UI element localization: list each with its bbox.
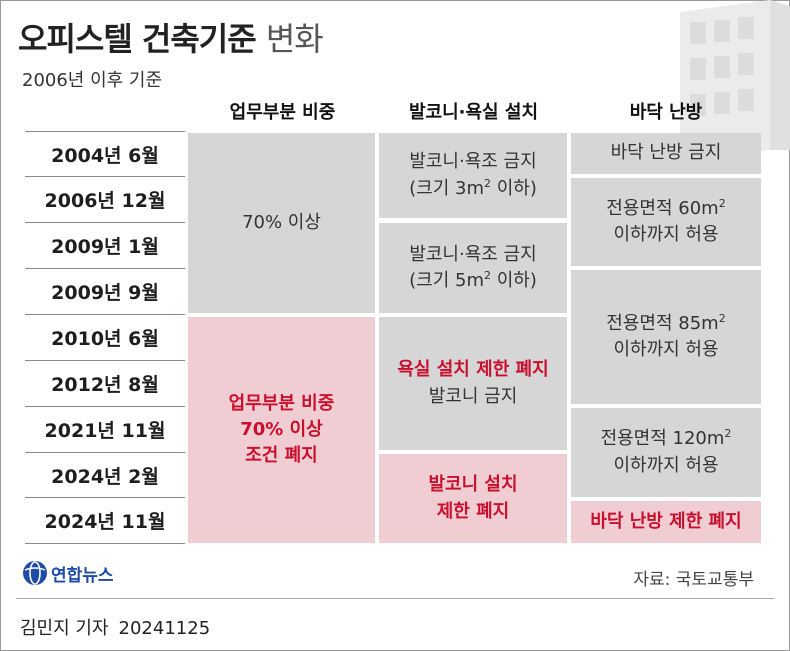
column-header-floor-heating: 바닥 난방 — [629, 102, 703, 123]
logo-text: 연합뉴스 — [51, 565, 114, 586]
source-credit: 자료: 국토교통부 — [633, 570, 754, 590]
reporter-name: 김민지 기자 — [20, 618, 109, 639]
balcony-rule-line: 발코니·욕조 금지 — [409, 151, 537, 173]
heating-rule-line: 이하까지 허용 — [613, 224, 719, 245]
heating-rule-cell: 전용면적 120m2 이하까지 허용 — [571, 408, 761, 497]
date-row-label: 2012년 8월 — [25, 360, 185, 405]
date-row-label: 2004년 6월 — [25, 131, 185, 176]
heating-rule-text: 바닥 난방 금지 — [610, 142, 722, 164]
bath-restriction-abolished: 욕실 설치 제한 폐지 — [397, 359, 549, 381]
balcony-rule-line: (크기 3m2 이하) — [409, 176, 537, 199]
balcony-abolished-line: 제한 폐지 — [436, 500, 510, 522]
balcony-rule-cell: 발코니·욕조 금지 (크기 3m2 이하) — [379, 133, 567, 218]
heating-abolished-cell: 바닥 난방 제한 폐지 — [571, 501, 761, 543]
title-main: 오피스텔 건축기준 — [18, 20, 257, 58]
heating-rule-line: 전용면적 85m2 — [606, 311, 726, 334]
column-header-business-ratio: 업무부분 비중 — [229, 102, 336, 123]
heating-rule-line: 전용면적 120m2 — [600, 427, 732, 450]
date-row-label: 2006년 12월 — [25, 176, 185, 221]
balcony-rule-cell: 발코니·욕조 금지 (크기 5m2 이하) — [379, 223, 567, 313]
balcony-ban-text: 발코니 금지 — [428, 385, 518, 407]
subtitle: 2006년 이후 기준 — [22, 70, 163, 91]
heating-rule-cell: 바닥 난방 금지 — [571, 133, 761, 174]
heating-rule-cell: 전용면적 85m2 이하까지 허용 — [571, 270, 761, 404]
date-row-label: 2009년 9월 — [25, 268, 185, 313]
title-sub: 변화 — [265, 20, 324, 58]
business-ratio-line: 조건 폐지 — [245, 445, 318, 467]
table-bottom-rule — [25, 543, 185, 544]
date-row-label: 2010년 6월 — [25, 314, 185, 359]
balcony-rule-cell: 욕실 설치 제한 폐지 발코니 금지 — [379, 317, 567, 450]
yonhap-logo: 연합뉴스 — [22, 560, 114, 586]
business-ratio-line: 업무부분 비중 — [228, 392, 335, 414]
heating-rule-line: 이하까지 허용 — [613, 454, 719, 476]
date-row-label: 2021년 11월 — [25, 406, 185, 451]
date-row-label: 2024년 11월 — [25, 497, 185, 542]
business-ratio-abolished-cell: 업무부분 비중 70% 이상 조건 폐지 — [188, 317, 375, 543]
balcony-abolished-cell: 발코니 설치 제한 폐지 — [379, 454, 567, 543]
business-ratio-text: 70% 이상 — [242, 211, 321, 233]
heating-abolished-text: 바닥 난방 제한 폐지 — [590, 510, 742, 532]
page-title: 오피스텔 건축기준 변화 — [18, 14, 324, 60]
date-row-label: 2009년 1월 — [25, 222, 185, 267]
yonhap-globe-icon — [23, 561, 47, 585]
publish-date: 20241125 — [118, 618, 211, 639]
building-illustration — [680, 0, 790, 160]
business-ratio-cell: 70% 이상 — [188, 133, 375, 313]
balcony-rule-line: 발코니·욕조 금지 — [409, 243, 537, 265]
heating-rule-cell: 전용면적 60m2 이하까지 허용 — [571, 178, 761, 266]
heating-rule-line: 전용면적 60m2 — [606, 196, 726, 219]
footer-divider — [16, 598, 774, 599]
date-row-label: 2024년 2월 — [25, 452, 185, 497]
balcony-rule-line: (크기 5m2 이하) — [409, 269, 537, 291]
column-header-balcony-bath: 발코니·욕실 설치 — [408, 102, 539, 123]
heating-rule-line: 이하까지 허용 — [613, 339, 719, 360]
byline: 김민지 기자 20241125 — [20, 614, 210, 640]
business-ratio-line: 70% 이상 — [240, 418, 323, 440]
balcony-abolished-line: 발코니 설치 — [428, 474, 518, 496]
